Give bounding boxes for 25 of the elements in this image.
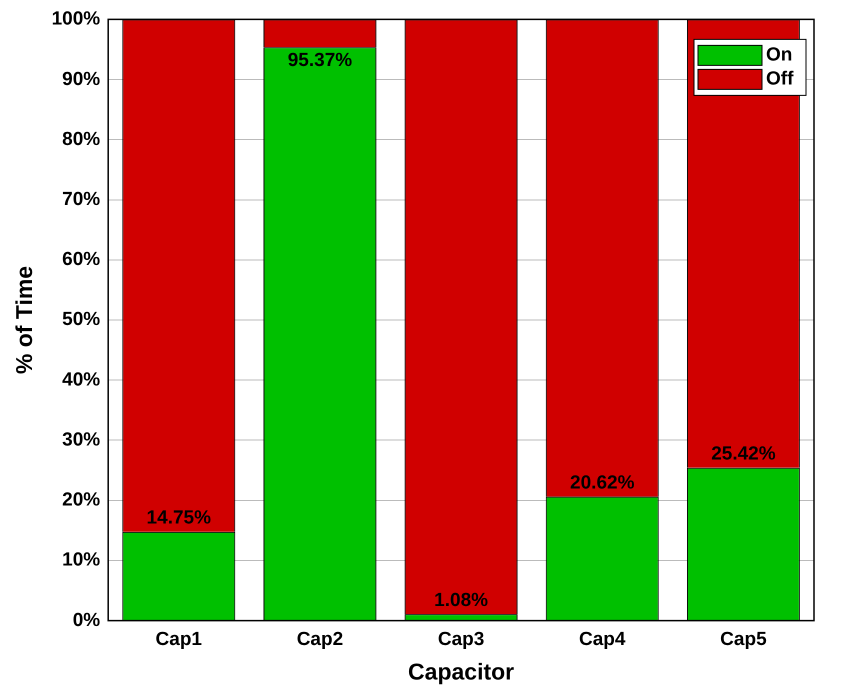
data-label: 25.42% <box>711 444 776 465</box>
y-tick-label: 100% <box>52 8 100 30</box>
x-tick-label: Cap4 <box>579 629 626 650</box>
y-tick-label: 50% <box>62 309 100 330</box>
data-label: 95.37% <box>288 50 352 71</box>
y-tick-label: 80% <box>62 128 100 150</box>
y-tick-label: 70% <box>62 188 100 210</box>
legend-label: On <box>766 44 792 66</box>
y-tick-label: 30% <box>62 429 100 450</box>
data-label: 1.08% <box>434 590 488 611</box>
x-axis-title: Capacitor <box>408 658 514 685</box>
y-tick-label: 0% <box>72 610 100 631</box>
y-tick-label: 10% <box>62 550 100 571</box>
data-label: 14.75% <box>146 508 212 529</box>
y-tick-label: 20% <box>62 490 100 511</box>
x-tick-label: Cap5 <box>720 629 768 650</box>
data-label: 20.62% <box>570 472 635 494</box>
y-tick-label: 60% <box>62 249 100 270</box>
legend-label: Off <box>766 68 794 90</box>
y-axis-title: % of Time <box>11 266 38 374</box>
x-tick-label: Cap2 <box>296 629 344 650</box>
y-tick-label: 90% <box>62 68 100 90</box>
x-tick-label: Cap1 <box>156 629 202 650</box>
y-tick-label: 40% <box>62 369 100 390</box>
x-tick-label: Cap3 <box>438 629 484 650</box>
